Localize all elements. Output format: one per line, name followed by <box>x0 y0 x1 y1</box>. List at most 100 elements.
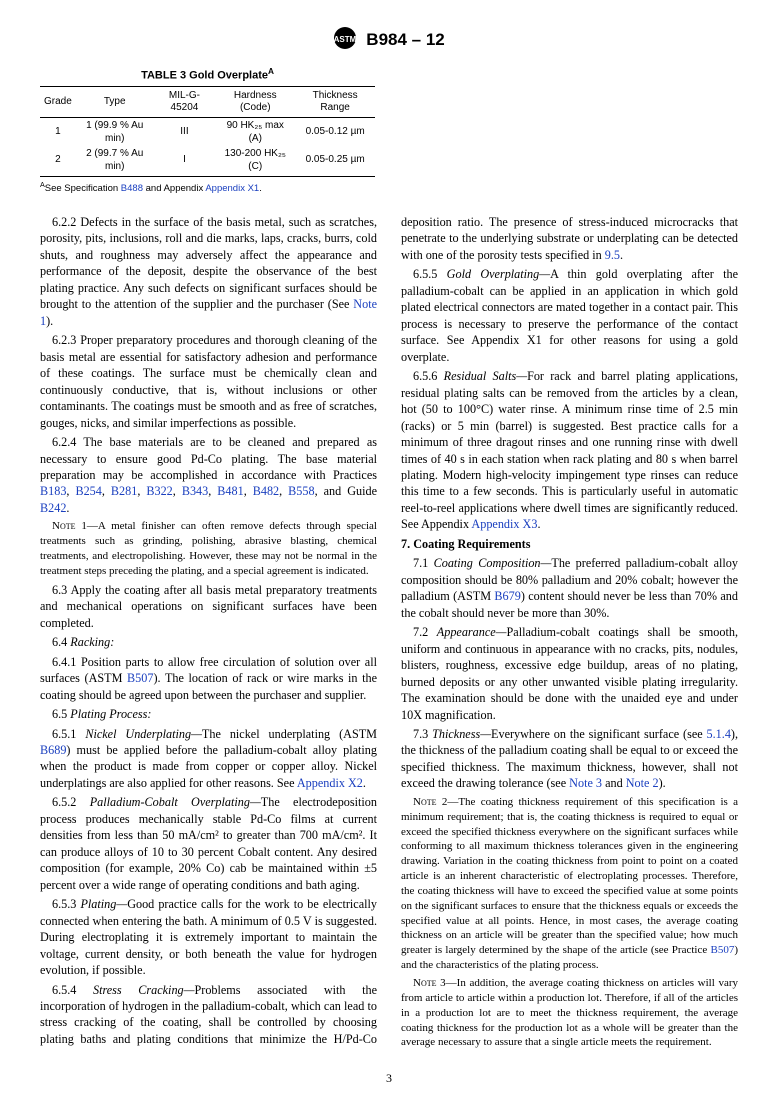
body-columns: 6.2.2 Defects in the surface of the basi… <box>40 214 738 1050</box>
text: , and Guide <box>315 484 377 498</box>
section-link[interactable]: 5.1.4 <box>707 727 731 741</box>
cell: 1 (99.9 % Au min) <box>76 117 154 146</box>
appendix-link[interactable]: Appendix X1 <box>205 183 259 194</box>
col-thickness: Thickness Range <box>295 86 375 117</box>
cell: III <box>154 117 216 146</box>
heading-text: Plating Process: <box>70 707 151 721</box>
text: The nickel underplating (ASTM <box>202 727 377 741</box>
note-2: Note 2—The coating thickness requirement… <box>401 795 738 973</box>
table-3-container: TABLE 3 Gold OverplateA Grade Type MIL-G… <box>40 66 375 195</box>
para-6.2.2: 6.2.2 Defects in the surface of the basi… <box>40 214 377 329</box>
para-6.2.4: 6.2.4 The base materials are to be clean… <box>40 434 377 516</box>
col-grade: Grade <box>40 86 76 117</box>
footnote-text: See Specification <box>45 183 121 194</box>
cell: 0.05-0.25 µm <box>295 146 375 177</box>
note-3: Note 3—In addition, the average coating … <box>401 976 738 1050</box>
para-7.2: 7.2 Appearance—Palladium-cobalt coatings… <box>401 624 738 723</box>
practice-links: B183, B254, B281, B322, B343, B481, B482… <box>40 484 315 498</box>
practice-link[interactable]: B558 <box>288 484 314 498</box>
footnote-text: . <box>259 183 262 194</box>
cell: 2 (99.7 % Au min) <box>76 146 154 177</box>
practice-link[interactable]: B507 <box>710 944 734 956</box>
num: 6.5.1 <box>52 727 85 741</box>
runin: Stress Cracking— <box>93 983 194 997</box>
para-6.5.3: 6.5.3 Plating—Good practice calls for th… <box>40 896 377 978</box>
num: 6.5.3 <box>52 897 80 911</box>
text: . <box>66 501 69 515</box>
para-7.3: 7.3 Thickness—Everywhere on the signific… <box>401 726 738 792</box>
astm-link[interactable]: B679 <box>494 589 520 603</box>
col-milg: MIL-G-45204 <box>154 86 216 117</box>
runin: Residual Salts— <box>444 369 527 383</box>
cell: 90 HK₂₅ max (A) <box>215 117 295 146</box>
note-link[interactable]: Note 2 <box>626 776 659 790</box>
heading-6.4: 6.4 Racking: <box>40 634 377 650</box>
section-7-heading: 7. Coating Requirements <box>401 536 738 552</box>
practice-link[interactable]: B281 <box>111 484 137 498</box>
text: and <box>602 776 626 790</box>
guide-link[interactable]: B242 <box>40 501 66 515</box>
col-type: Type <box>76 86 154 117</box>
para-6.3: 6.3 Apply the coating after all basis me… <box>40 582 377 631</box>
practice-link[interactable]: B481 <box>217 484 243 498</box>
runin: Plating— <box>80 897 127 911</box>
para-6.2.3: 6.2.3 Proper preparatory procedures and … <box>40 332 377 431</box>
runin: Thickness— <box>432 727 491 741</box>
num: 6.4 <box>52 635 70 649</box>
practice-link[interactable]: B343 <box>182 484 208 498</box>
table-title-sup: A <box>268 67 274 76</box>
col-hardness: Hardness (Code) <box>215 86 295 117</box>
para-6.5.1: 6.5.1 Nickel Underplating—The nickel und… <box>40 726 377 792</box>
spec-link[interactable]: B488 <box>121 183 143 194</box>
note-label: Note 3— <box>413 977 457 989</box>
text: Everywhere on the significant surface (s… <box>491 727 707 741</box>
astm-link[interactable]: B507 <box>127 671 153 685</box>
table-footnote: ASee Specification B488 and Appendix App… <box>40 181 375 196</box>
appendix-link[interactable]: Appendix X2 <box>297 776 363 790</box>
text: 6.2.2 Defects in the surface of the basi… <box>40 215 377 311</box>
heading-text: Racking: <box>70 635 114 649</box>
note-link[interactable]: Note 3 <box>569 776 602 790</box>
table-row: 1 1 (99.9 % Au min) III 90 HK₂₅ max (A) … <box>40 117 375 146</box>
astm-link[interactable]: B689 <box>40 743 66 757</box>
table-row: 2 2 (99.7 % Au min) I 130-200 HK₂₅ (C) 0… <box>40 146 375 177</box>
section-link[interactable]: 9.5 <box>605 248 620 262</box>
num: 6.5.6 <box>413 369 444 383</box>
cell: 1 <box>40 117 76 146</box>
text: . <box>537 517 540 531</box>
para-6.5.5: 6.5.5 Gold Overplating—A thin gold overp… <box>401 266 738 365</box>
practice-link[interactable]: B482 <box>253 484 279 498</box>
practice-link[interactable]: B322 <box>146 484 172 498</box>
note-1: Note 1—A metal finisher can often remove… <box>40 519 377 578</box>
practice-link[interactable]: B254 <box>75 484 101 498</box>
runin: Appearance— <box>437 625 507 639</box>
document-designation: B984 – 12 <box>366 29 444 52</box>
runin: Palladium-Cobalt Overplating— <box>90 795 261 809</box>
table-title: TABLE 3 Gold OverplateA <box>40 66 375 84</box>
text: A thin gold overplating after the pallad… <box>401 267 738 363</box>
appendix-link[interactable]: Appendix X3 <box>471 517 537 531</box>
heading-6.5: 6.5 Plating Process: <box>40 706 377 722</box>
text: 6.2.4 The base materials are to be clean… <box>40 435 377 482</box>
runin: Gold Overplating— <box>447 267 550 281</box>
text: . <box>620 248 623 262</box>
cell: 0.05-0.12 µm <box>295 117 375 146</box>
note-text: The coating thickness requirement of thi… <box>401 796 738 956</box>
para-6.5.2: 6.5.2 Palladium-Cobalt Overplating—The e… <box>40 794 377 893</box>
note-label: Note 1— <box>52 520 98 532</box>
num: 7.3 <box>413 727 432 741</box>
text: The electrodeposition process produces m… <box>40 795 377 891</box>
cell: 130-200 HK₂₅ (C) <box>215 146 295 177</box>
para-6.5.6: 6.5.6 Residual Salts—For rack and barrel… <box>401 368 738 533</box>
gold-overplate-table: Grade Type MIL-G-45204 Hardness (Code) T… <box>40 86 375 177</box>
para-7.1: 7.1 Coating Composition—The preferred pa… <box>401 555 738 621</box>
runin: Coating Composition— <box>434 556 552 570</box>
table-title-text: TABLE 3 Gold Overplate <box>141 70 268 82</box>
cell: I <box>154 146 216 177</box>
runin: Nickel Underplating— <box>85 727 202 741</box>
page-header: ASTM B984 – 12 <box>40 26 738 54</box>
text: Palladium-cobalt coatings shall be smoot… <box>401 625 738 721</box>
num: 6.5.2 <box>52 795 90 809</box>
practice-link[interactable]: B183 <box>40 484 66 498</box>
text: ). <box>46 314 53 328</box>
